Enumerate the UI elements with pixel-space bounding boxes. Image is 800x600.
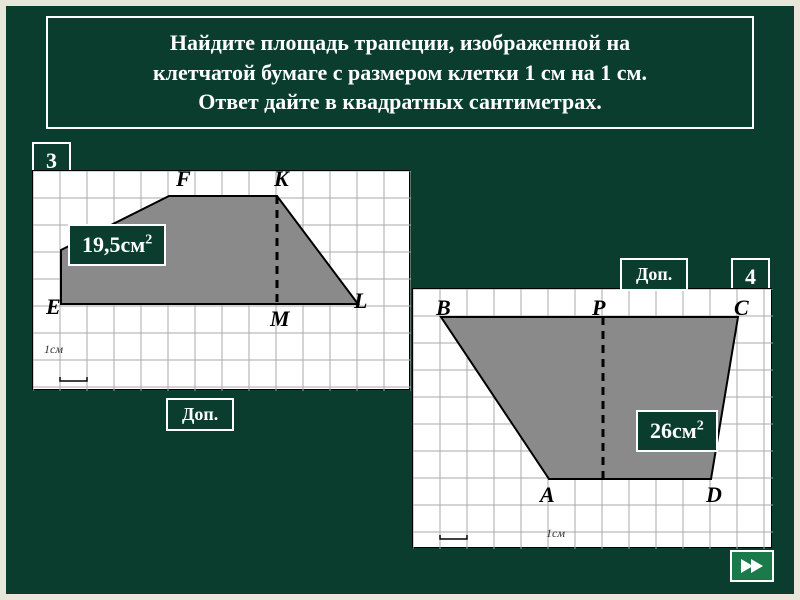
next-icon [739, 557, 765, 575]
vertex-D: D [706, 482, 722, 508]
vertex-B: B [436, 295, 451, 321]
grid-panel-left [32, 170, 410, 390]
vertex-P: P [592, 295, 605, 321]
title-line3: Ответ дайте в квадратных сантиметрах. [198, 89, 601, 114]
vertex-K: K [274, 166, 289, 192]
vertex-A: A [540, 482, 555, 508]
answer-box-right: 26см2 [636, 410, 718, 452]
scale-1cm-right: 1см [546, 526, 565, 541]
title-line2: клетчатой бумаге с размером клетки 1 см … [153, 60, 647, 85]
scale-1cm-left: 1см [44, 342, 63, 357]
vertex-M: M [270, 306, 290, 332]
vertex-C: C [734, 295, 749, 321]
vertex-F: F [176, 166, 191, 192]
grid-panel-right [412, 288, 772, 548]
dop-label-left[interactable]: Доп. [166, 398, 234, 431]
next-button[interactable] [730, 550, 774, 582]
title-line1: Найдите площадь трапеции, изображенной н… [170, 30, 630, 55]
vertex-L: L [354, 288, 367, 314]
vertex-E: E [46, 294, 61, 320]
problem-title: Найдите площадь трапеции, изображенной н… [46, 16, 754, 129]
answer-box-left: 19,5см2 [68, 224, 166, 266]
dop-label-right[interactable]: Доп. [620, 258, 688, 291]
